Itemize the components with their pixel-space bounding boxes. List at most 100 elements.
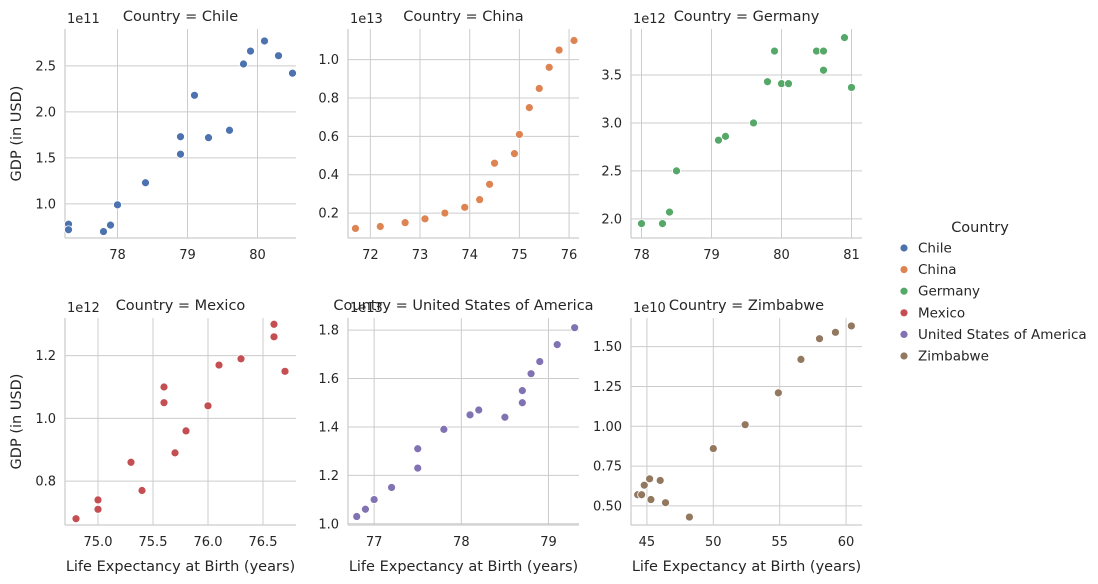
- legend-marker: [899, 329, 909, 339]
- data-point: [796, 354, 806, 364]
- data-point: [639, 480, 649, 490]
- x-tick-label: 76: [561, 248, 578, 263]
- y-axis-offset-label: 1e11: [67, 12, 100, 27]
- x-axis-label: Life Expectancy at Birth (years): [349, 559, 578, 575]
- data-point: [280, 366, 290, 376]
- data-point: [400, 218, 410, 228]
- legend-marker: [899, 265, 909, 275]
- data-point: [569, 36, 579, 45]
- facet-panel-mexico: 75.0 75.5 76.0 76.5 0.8 1.0 1.2 1e12 Country = M…: [9, 298, 296, 575]
- data-point: [239, 59, 248, 69]
- y-tick-label: 1.00: [593, 420, 622, 435]
- data-point: [159, 398, 169, 408]
- data-point: [815, 334, 824, 344]
- data-point: [637, 490, 647, 500]
- data-point: [517, 386, 527, 396]
- x-tick-label: 75.0: [84, 535, 113, 550]
- x-tick-label: 77: [366, 535, 383, 550]
- y-tick-label: 2.5: [35, 59, 56, 74]
- data-point: [763, 77, 772, 87]
- data-point: [106, 220, 115, 230]
- data-point: [260, 36, 269, 46]
- y-tick-label: 1.8: [318, 324, 339, 339]
- data-point: [99, 227, 108, 236]
- data-point: [204, 133, 213, 143]
- data-point: [440, 208, 450, 218]
- data-point: [819, 65, 828, 75]
- facet-panel-germany: 78 79 80 81 2.0 2.5 3.0 3.5 1e12 Country = German…: [601, 9, 862, 263]
- y-tick-label: 1.2: [318, 469, 339, 484]
- data-point: [665, 207, 674, 217]
- data-point: [170, 448, 180, 458]
- legend-label: Germany: [918, 284, 980, 300]
- data-point: [475, 195, 485, 205]
- x-axis-label: Life Expectancy at Birth (years): [632, 559, 861, 575]
- data-point: [534, 84, 544, 93]
- y-tick-label: 1.4: [318, 420, 339, 435]
- y-axis-label: GDP (in USD): [9, 374, 25, 470]
- data-point: [269, 319, 279, 329]
- data-point: [535, 357, 545, 366]
- data-point: [176, 132, 185, 142]
- data-point: [840, 33, 849, 43]
- facet-panel-zimbabwe: 45 50 55 60 0.50 0.75 1.00 1.25 1.50 1e10 Country …: [593, 298, 862, 575]
- y-tick-label: 0.6: [318, 130, 339, 145]
- data-point: [413, 444, 423, 454]
- data-point: [439, 424, 449, 434]
- y-tick-label: 0.4: [318, 168, 339, 183]
- data-point: [672, 166, 681, 176]
- y-tick-label: 2.5: [601, 164, 622, 179]
- data-point: [465, 410, 475, 420]
- legend-marker: [899, 308, 909, 318]
- legend-label: Chile: [918, 241, 952, 257]
- data-point: [93, 495, 103, 505]
- data-point: [126, 457, 136, 467]
- data-point: [485, 179, 494, 189]
- data-point: [514, 130, 524, 139]
- facet-panel-chile: 78 79 80 1.0 1.5 2.0 2.5 1e11 Country = Chile GDP…: [9, 9, 297, 263]
- legend-marker: [899, 243, 909, 253]
- data-point: [510, 149, 519, 159]
- legend-label: China: [918, 262, 957, 278]
- data-point: [637, 219, 646, 229]
- legend-label: Zimbabwe: [918, 349, 989, 365]
- data-point: [413, 463, 423, 473]
- data-point: [552, 340, 562, 350]
- data-point: [685, 512, 694, 522]
- data-point: [387, 483, 396, 492]
- data-point: [64, 225, 73, 235]
- data-point: [460, 202, 470, 212]
- y-axis-offset-label: 1e12: [633, 12, 666, 27]
- data-point: [721, 131, 730, 141]
- data-point: [517, 398, 527, 408]
- y-tick-label: 1.0: [318, 517, 339, 532]
- legend-marker: [899, 351, 909, 361]
- data-point: [846, 321, 856, 331]
- legend-label: United States of America: [918, 327, 1087, 343]
- facet-title: Country = China: [403, 9, 523, 25]
- y-tick-label: 1.0: [35, 412, 56, 427]
- data-point: [554, 45, 564, 55]
- x-tick-label: 45: [639, 535, 656, 550]
- x-tick-label: 78: [453, 535, 470, 550]
- y-tick-label: 3.0: [601, 116, 622, 131]
- data-point: [655, 476, 665, 485]
- data-point: [645, 474, 654, 484]
- data-point: [714, 135, 723, 145]
- data-point: [847, 83, 856, 92]
- data-point: [570, 323, 580, 333]
- data-point: [141, 178, 150, 188]
- legend-title: Country: [951, 220, 1009, 236]
- x-tick-label: 50: [705, 535, 722, 550]
- y-tick-label: 0.2: [318, 207, 339, 222]
- x-tick-label: 78: [633, 248, 650, 263]
- data-point: [181, 426, 191, 436]
- data-point: [544, 62, 554, 72]
- y-tick-label: 0.8: [318, 92, 339, 107]
- data-point: [740, 420, 750, 430]
- y-tick-label: 0.8: [35, 475, 56, 490]
- x-tick-label: 60: [838, 535, 855, 550]
- data-point: [661, 498, 670, 508]
